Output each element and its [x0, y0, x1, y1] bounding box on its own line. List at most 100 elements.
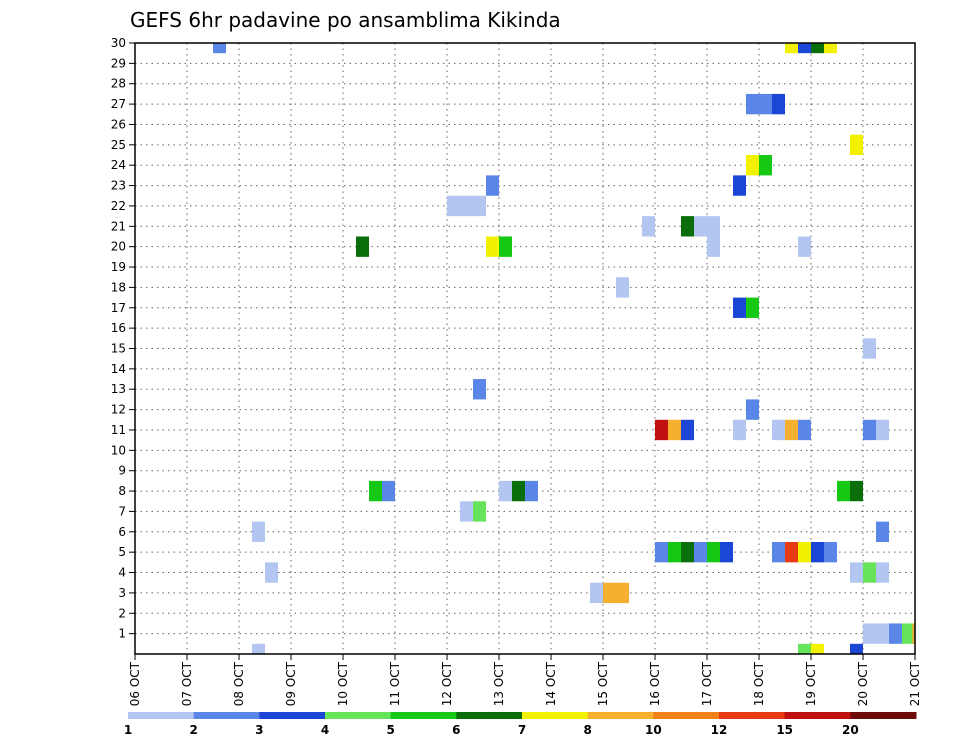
precip-cell [863, 623, 876, 644]
precip-cell [863, 419, 876, 441]
precip-cell [252, 521, 265, 542]
x-tick-label: 12 OCT [440, 661, 454, 706]
precip-cell [746, 297, 759, 318]
x-tick-label: 19 OCT [804, 661, 818, 706]
y-tick-label: 30 [111, 36, 126, 50]
precip-cell [473, 195, 486, 217]
legend-tick-label: 2 [189, 723, 197, 737]
y-tick-label: 10 [111, 443, 126, 457]
precip-cell [720, 541, 733, 563]
precip-cell [850, 562, 863, 583]
precip-cell [837, 480, 850, 502]
legend-tick-label: 5 [386, 723, 394, 737]
legend-swatch [587, 712, 654, 719]
precip-cell [603, 582, 616, 604]
precip-cell [668, 541, 681, 563]
y-tick-label: 18 [111, 280, 126, 294]
precip-cell [798, 419, 811, 441]
precip-cell [525, 480, 538, 502]
precip-cell [902, 623, 915, 644]
precip-cell [876, 521, 889, 542]
legend-tick-label: 12 [711, 723, 728, 737]
precip-cell [655, 541, 668, 563]
legend-swatch [653, 712, 720, 719]
precip-cell [863, 338, 876, 359]
x-axis-ticks: 06 OCT 07 OCT 08 OCT 09 OCT 10 OCT 11 OCT 12 O… [128, 654, 922, 706]
legend-swatch [719, 712, 786, 719]
precip-cell [824, 43, 837, 54]
x-tick-label: 20 OCT [856, 661, 870, 706]
precip-cell [265, 562, 278, 583]
precip-cell [252, 643, 265, 654]
precip-cell [746, 399, 759, 420]
y-tick-label: 15 [111, 342, 126, 356]
y-tick-label: 13 [111, 382, 126, 396]
legend-swatch [128, 712, 195, 719]
precip-cell [798, 643, 811, 654]
precip-cell [811, 541, 824, 563]
precip-cell [785, 43, 798, 54]
x-tick-label: 18 OCT [752, 661, 766, 706]
precip-cell [746, 93, 759, 115]
precip-cell [447, 195, 460, 217]
legend-tick-label: 3 [255, 723, 263, 737]
precip-cell [642, 216, 655, 237]
precip-cell [772, 93, 785, 115]
y-tick-label: 1 [118, 627, 126, 641]
precip-cell [694, 541, 707, 563]
y-tick-label: 3 [118, 586, 126, 600]
precip-cell [486, 175, 499, 196]
precip-cell [824, 541, 837, 563]
legend-swatch [456, 712, 523, 719]
precip-cell [850, 643, 863, 654]
precip-cell [876, 419, 889, 441]
precip-cell [473, 379, 486, 400]
x-tick-label: 09 OCT [284, 661, 298, 706]
y-tick-label: 16 [111, 321, 126, 335]
x-tick-label: 15 OCT [596, 661, 610, 706]
precip-cell [382, 480, 395, 502]
precip-cell [460, 195, 473, 217]
precip-cell [759, 93, 772, 115]
precip-cell [811, 43, 824, 54]
color-legend: 1 2 3 4 5 6 7 8 10 12 15 20 [124, 712, 917, 737]
precip-cell [772, 419, 785, 441]
legend-swatch [784, 712, 851, 719]
x-tick-label: 17 OCT [700, 661, 714, 706]
precip-cell [694, 216, 707, 237]
y-tick-label: 27 [111, 97, 126, 111]
precip-cell [772, 541, 785, 563]
precip-cell [798, 43, 811, 54]
y-tick-label: 26 [111, 117, 126, 131]
precip-cell [912, 623, 915, 644]
legend-tick-label: 8 [583, 723, 591, 737]
x-tick-label: 16 OCT [648, 661, 662, 706]
precip-cell [798, 541, 811, 563]
legend-tick-label: 20 [842, 723, 859, 737]
y-tick-label: 9 [118, 464, 126, 478]
y-tick-label: 6 [118, 525, 126, 539]
legend-tick-label: 1 [124, 723, 132, 737]
precip-cell [850, 480, 863, 502]
precip-cell [785, 541, 798, 563]
legend-tick-label: 6 [452, 723, 460, 737]
x-tick-label: 10 OCT [336, 661, 350, 706]
precip-cell [798, 236, 811, 257]
legend-swatch [325, 712, 392, 719]
x-tick-label: 13 OCT [492, 661, 506, 706]
legend-swatch [522, 712, 589, 719]
precip-cell [733, 175, 746, 196]
precip-cell [460, 501, 473, 522]
y-tick-label: 21 [111, 219, 126, 233]
legend-swatch [850, 712, 917, 719]
precip-cell [733, 419, 746, 441]
y-tick-label: 8 [118, 484, 126, 498]
y-tick-label: 11 [111, 423, 126, 437]
y-tick-label: 23 [111, 179, 126, 193]
precip-cell [876, 623, 889, 644]
x-tick-label: 08 OCT [232, 661, 246, 706]
precip-cell [707, 541, 720, 563]
precip-cell [811, 643, 824, 654]
chart-title: GEFS 6hr padavine po ansamblima Kikinda [130, 8, 561, 32]
